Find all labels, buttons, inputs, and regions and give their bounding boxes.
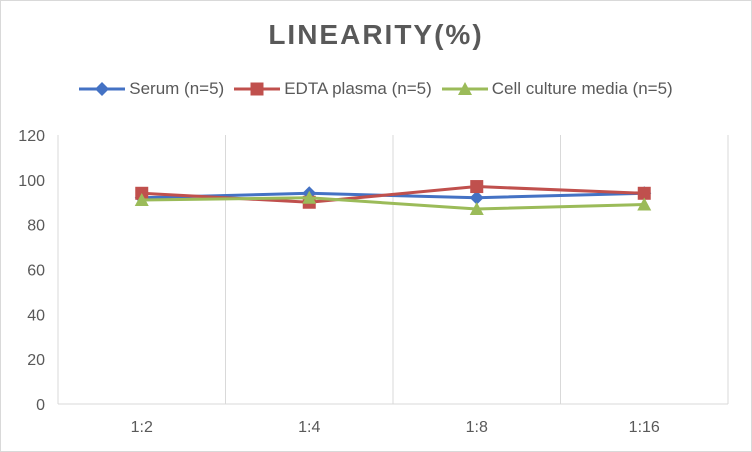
y-tick-label: 100: [18, 173, 45, 190]
x-tick-label: 1:4: [298, 419, 320, 436]
x-tick-label: 1:8: [466, 419, 488, 436]
data-point: [469, 190, 484, 205]
series-line: [141, 196, 645, 211]
y-tick-label: 20: [27, 352, 45, 369]
legend-label: EDTA plasma (n=5): [284, 79, 432, 98]
legend-label: Serum (n=5): [129, 79, 225, 98]
legend-marker-icon: [441, 82, 488, 95]
data-point: [470, 180, 484, 194]
data-point: [302, 190, 317, 204]
legend-item: EDTA plasma (n=5): [234, 79, 432, 99]
x-tick-label: 1:16: [629, 419, 660, 436]
y-tick-label: 60: [27, 263, 45, 280]
data-point: [134, 193, 149, 207]
legend-marker-icon: [79, 82, 126, 96]
y-tick-label: 40: [27, 307, 45, 324]
data-point: [469, 201, 484, 215]
chart-title: LINEARITY(%): [268, 19, 484, 50]
legend: Serum (n=5) EDTA plasma (n=5) Cell culture…: [1, 79, 751, 99]
legend-label: Cell culture media (n=5): [491, 79, 673, 98]
legend-marker-icon: [234, 82, 281, 96]
x-tick-label: 1:2: [131, 419, 153, 436]
data-point: [637, 197, 652, 211]
legend-item: Serum (n=5): [79, 79, 224, 99]
y-tick-label: 80: [27, 218, 45, 235]
data-point: [637, 186, 651, 200]
legend-item: Cell culture media (n=5): [441, 79, 673, 99]
y-tick-label: 0: [36, 397, 45, 414]
y-tick-label: 120: [18, 128, 45, 145]
